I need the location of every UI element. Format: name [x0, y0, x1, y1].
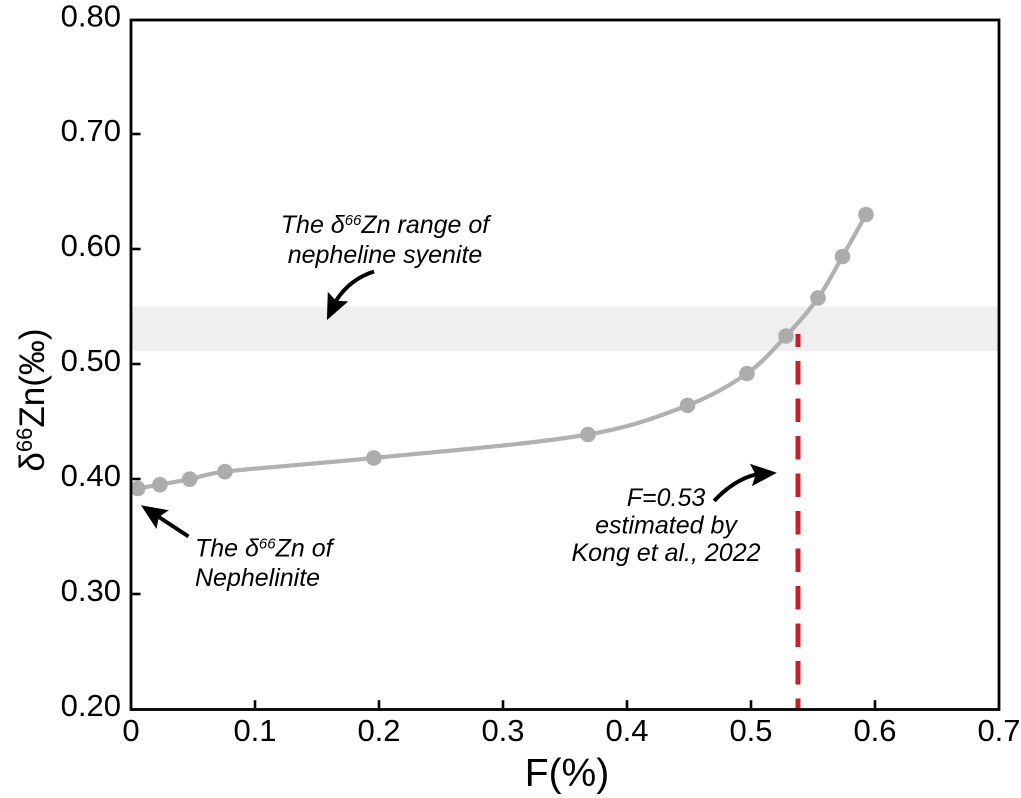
svg-text:0.6: 0.6 [853, 713, 896, 748]
svg-text:0.5: 0.5 [729, 713, 772, 748]
svg-text:0.40: 0.40 [61, 458, 121, 493]
svg-text:estimated by: estimated by [595, 512, 738, 540]
svg-text:0.70: 0.70 [61, 113, 121, 148]
svg-text:0.60: 0.60 [61, 228, 121, 263]
svg-text:Nephelinite: Nephelinite [195, 564, 320, 592]
svg-text:0.1: 0.1 [233, 713, 276, 748]
svg-text:0.80: 0.80 [61, 0, 121, 34]
svg-text:nepheline syenite: nepheline syenite [288, 241, 483, 269]
svg-text:0: 0 [122, 713, 139, 748]
svg-text:0.7: 0.7 [977, 713, 1020, 748]
svg-text:0.30: 0.30 [61, 573, 121, 608]
svg-text:The δ66Zn range of: The δ66Zn range of [281, 211, 493, 239]
svg-text:0.2: 0.2 [357, 713, 400, 748]
svg-text:Kong et al., 2022: Kong et al., 2022 [571, 539, 760, 567]
svg-text:0.50: 0.50 [61, 343, 121, 378]
svg-text:0.20: 0.20 [61, 688, 121, 723]
svg-text:0.3: 0.3 [481, 713, 524, 748]
svg-text:F(%): F(%) [525, 752, 609, 795]
svg-text:F=0.53: F=0.53 [627, 484, 706, 512]
svg-text:0.4: 0.4 [605, 713, 648, 748]
